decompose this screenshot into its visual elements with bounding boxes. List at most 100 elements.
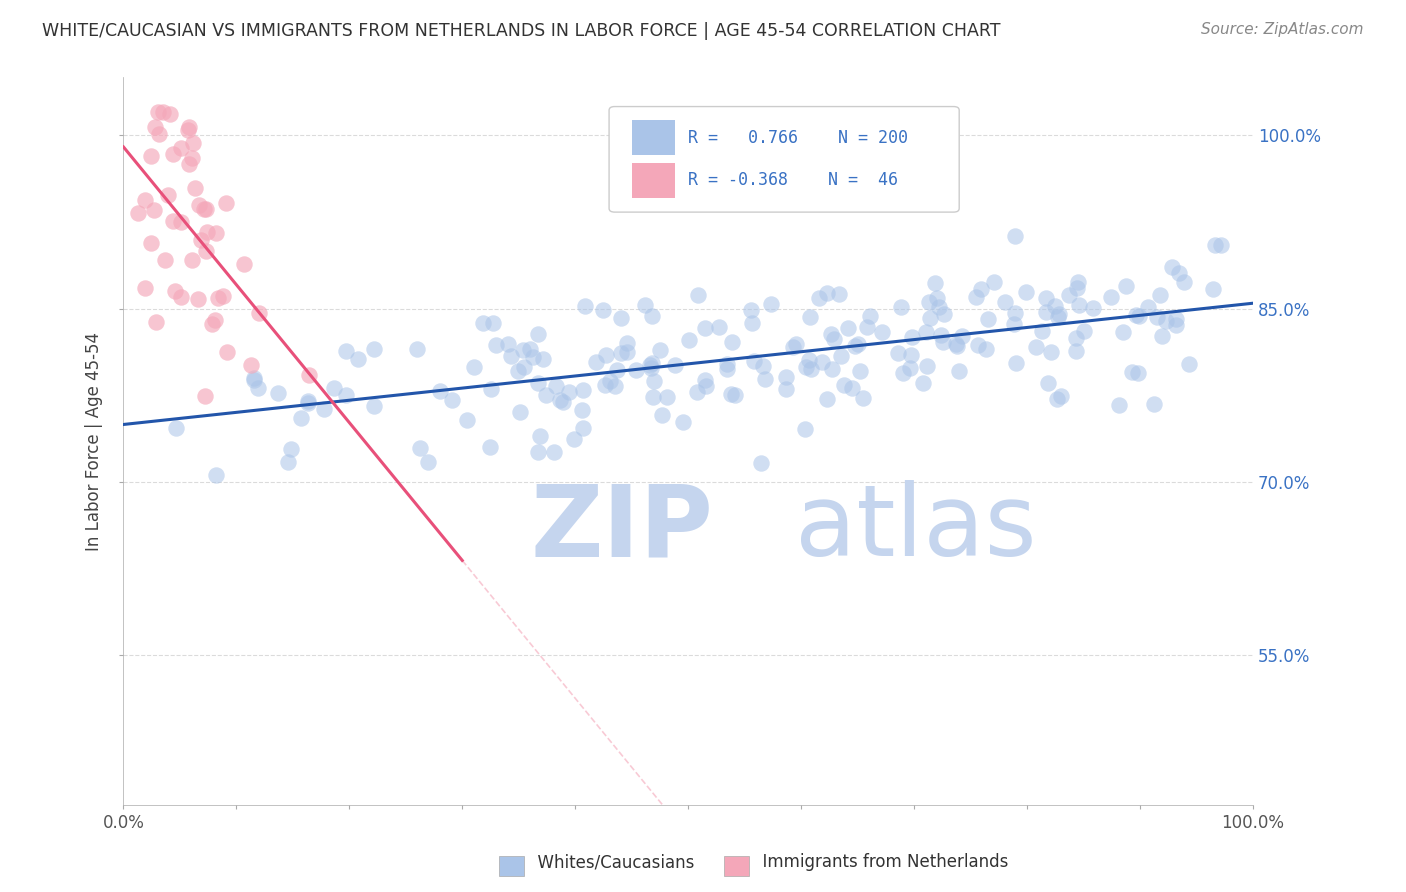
Point — [832, 377, 855, 392]
Point — [531, 351, 554, 366]
Point — [891, 366, 914, 380]
Point — [529, 429, 551, 443]
Point — [651, 408, 673, 422]
Point — [585, 355, 607, 369]
Point — [509, 405, 531, 419]
Point — [170, 290, 193, 304]
Point — [858, 309, 880, 323]
Point — [314, 401, 336, 416]
Point — [200, 317, 222, 331]
Point — [1125, 308, 1147, 322]
Point — [1204, 238, 1226, 252]
Point — [724, 388, 747, 402]
Point — [759, 297, 782, 311]
Point — [932, 306, 955, 320]
Point — [145, 315, 167, 329]
Point — [924, 277, 946, 291]
Point — [1149, 288, 1171, 302]
Point — [249, 306, 271, 320]
Point — [527, 444, 550, 458]
Point — [166, 421, 188, 435]
Point — [1154, 314, 1177, 328]
Point — [915, 359, 938, 374]
Point — [948, 364, 970, 378]
Point — [205, 468, 228, 483]
Point — [641, 356, 664, 370]
Point — [678, 333, 700, 347]
Point — [162, 213, 184, 227]
Point — [405, 342, 427, 356]
Point — [610, 345, 633, 359]
Point — [247, 381, 270, 395]
Point — [139, 236, 162, 251]
Point — [1173, 275, 1195, 289]
Point — [290, 410, 312, 425]
Point — [363, 399, 385, 413]
Point — [751, 456, 773, 470]
Point — [527, 326, 550, 341]
Point — [548, 393, 571, 408]
Point — [179, 156, 201, 170]
Point — [1146, 310, 1168, 324]
Point — [190, 233, 212, 247]
Point — [830, 349, 852, 363]
Point — [418, 455, 440, 469]
Point — [1066, 281, 1088, 295]
Point — [184, 181, 207, 195]
Point — [742, 354, 765, 368]
Point — [463, 359, 485, 374]
Point — [983, 275, 1005, 289]
Point — [741, 317, 763, 331]
Point — [571, 403, 593, 417]
Point — [823, 332, 845, 346]
Point — [721, 334, 744, 349]
Point — [298, 368, 321, 382]
Point — [181, 253, 204, 268]
Point — [616, 336, 638, 351]
Point — [785, 336, 807, 351]
Point — [572, 421, 595, 435]
Point — [1142, 397, 1164, 411]
Point — [640, 358, 662, 372]
Point — [686, 385, 709, 400]
Point — [918, 294, 941, 309]
Point — [775, 382, 797, 396]
Point — [204, 312, 226, 326]
Point — [335, 343, 357, 358]
Point — [815, 286, 838, 301]
Point — [1036, 376, 1059, 390]
Point — [1108, 398, 1130, 412]
Point — [695, 373, 717, 387]
Point — [716, 357, 738, 371]
Point — [142, 203, 165, 218]
Point — [562, 432, 585, 446]
Point — [1004, 229, 1026, 244]
Point — [499, 349, 522, 363]
Point — [1164, 312, 1187, 326]
Point — [603, 379, 626, 393]
Point — [977, 312, 1000, 326]
Point — [1025, 340, 1047, 354]
Point — [346, 351, 368, 366]
Point — [856, 320, 879, 334]
Point — [409, 442, 432, 456]
Point — [177, 120, 200, 134]
Point — [1164, 318, 1187, 332]
Point — [695, 379, 717, 393]
Point — [205, 226, 228, 240]
Point — [127, 206, 149, 220]
Point — [159, 107, 181, 121]
Point — [1209, 237, 1232, 252]
Point — [153, 253, 176, 268]
Point — [1047, 310, 1070, 324]
Point — [1099, 290, 1122, 304]
Point — [485, 338, 508, 352]
Text: Source: ZipAtlas.com: Source: ZipAtlas.com — [1201, 22, 1364, 37]
Point — [1064, 343, 1087, 358]
Point — [837, 320, 859, 334]
Point — [572, 384, 595, 398]
Point — [709, 320, 731, 334]
Point — [243, 370, 266, 384]
Point — [195, 225, 218, 239]
Point — [526, 376, 548, 390]
